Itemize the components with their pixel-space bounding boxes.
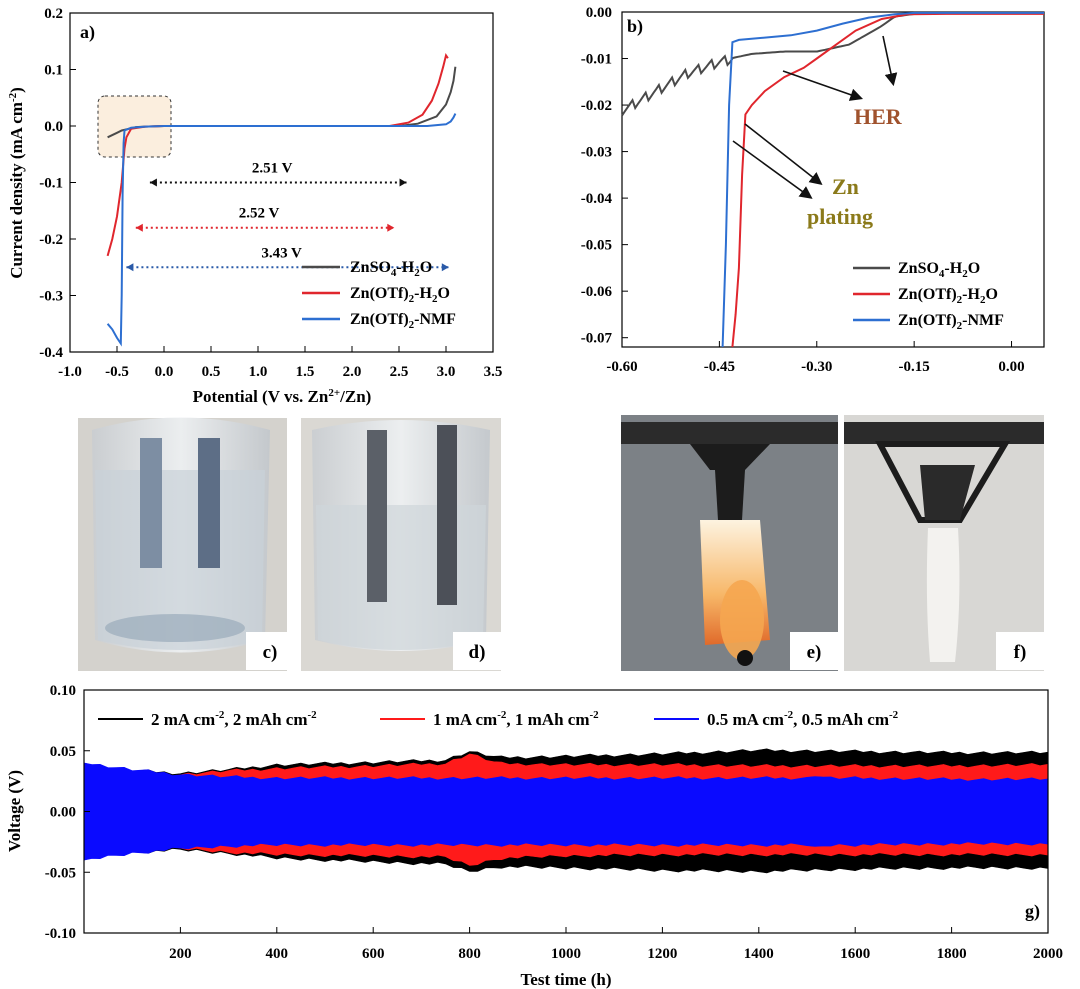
- photo-d-label: d): [469, 642, 486, 663]
- panel-b-ytick-label: -0.03: [581, 145, 612, 161]
- panel-a-xtick-label: 0.0: [155, 364, 174, 380]
- panel-b-xtick-label: -0.45: [704, 359, 735, 375]
- panel-b-xtick-label: -0.15: [899, 359, 930, 375]
- panel-a-label: a): [80, 22, 95, 43]
- panel-b-series-line: [721, 11, 1044, 348]
- panel-a-xtick-label: 1.0: [249, 364, 268, 380]
- panel-b-frame: [621, 11, 1045, 348]
- zn-annotation: Zn: [832, 174, 859, 199]
- panel-a-ytick-label: 0.0: [44, 119, 63, 135]
- panel-a-ytick-label: -0.2: [39, 232, 63, 248]
- panel-b-legend-entry: Zn(OTf)2-NMF: [898, 312, 1004, 332]
- photo-e-label: e): [807, 642, 822, 663]
- panel-a-xtick-label: 3.5: [484, 364, 503, 380]
- panel-g-legend-entry: 1 mA cm-2, 1 mAh cm-2: [433, 709, 599, 729]
- panel-a-xtick-label: 2.5: [390, 364, 409, 380]
- panel-g-ytick-label: -0.05: [45, 865, 76, 881]
- panel-b-ytick-label: -0.07: [581, 331, 613, 347]
- panel-a-window-label: 3.43 V: [261, 245, 302, 261]
- panel-g-ytick-label: 0.00: [50, 805, 76, 821]
- panel-b-arrows: [732, 35, 898, 199]
- photo-e: e): [621, 415, 838, 671]
- panel-a-window-arrow-right: [441, 263, 449, 272]
- her-arrow-1: [782, 70, 864, 101]
- panel-g-chart: 200 400 600 800 1000 1200 1400 1600 1800 2000 0.10…: [5, 683, 1063, 989]
- panel-a-series-line: [106, 113, 457, 347]
- panel-b-chart: -0.60 -0.45 -0.30 -0.15 0.00 0.00 -0.01 -0.02 -0…: [581, 5, 1045, 375]
- panel-a-xtick-label: 2.0: [343, 364, 362, 380]
- panel-g-xtick-label: 2000: [1033, 946, 1063, 962]
- panel-b-series-line: [731, 12, 1044, 348]
- her-annotation: HER: [854, 104, 903, 129]
- panel-g-xtick-label: 1400: [744, 946, 774, 962]
- panel-g-xlabel: Test time (h): [521, 970, 612, 989]
- panel-b-ytick-label: -0.02: [581, 98, 612, 114]
- photo-f: f): [844, 415, 1044, 671]
- panel-g-ytick-label: 0.05: [50, 744, 76, 760]
- panel-g-xtick-label: 800: [458, 946, 481, 962]
- photo-c-label: c): [263, 642, 278, 663]
- panel-b-legend-entry: ZnSO4-H2O: [898, 260, 980, 280]
- panel-b-ytick-label: -0.06: [581, 284, 613, 300]
- panel-a-window-arrow-left: [149, 178, 157, 187]
- her-arrow-2: [882, 35, 898, 87]
- plating-annotation: plating: [807, 204, 873, 229]
- panel-a-ytick-label: -0.4: [39, 345, 63, 361]
- panel-b-ytick-label: -0.05: [581, 238, 612, 254]
- panel-g-legend-entry: 0.5 mA cm-2, 0.5 mAh cm-2: [707, 709, 899, 729]
- panel-a-legend: ZnSO4-H2O Zn(OTf)2-H2O Zn(OTf)2-NMF: [302, 259, 456, 331]
- panel-a-window-label: 2.52 V: [239, 206, 280, 222]
- panel-b-legend-entry: Zn(OTf)2-H2O: [898, 286, 998, 306]
- panel-a-xtick-label: 1.5: [296, 364, 315, 380]
- panel-b-legend: ZnSO4-H2O Zn(OTf)2-H2O Zn(OTf)2-NMF: [853, 260, 1004, 332]
- panel-a-xtick-label: 0.5: [202, 364, 221, 380]
- panel-g-xtick-label: 1800: [937, 946, 967, 962]
- panel-a-ytick-label: -0.3: [39, 289, 63, 305]
- panel-g-xtick-label: 1000: [551, 946, 581, 962]
- panel-a-legend-entry: ZnSO4-H2O: [350, 259, 432, 279]
- panel-b-series-line: [621, 12, 1044, 117]
- panel-a-ytick-label: 0.2: [44, 6, 63, 22]
- panel-b-xtick-label: -0.60: [606, 359, 637, 375]
- panel-b-ytick-label: 0.00: [586, 5, 612, 21]
- panel-a-legend-entry: Zn(OTf)2-NMF: [350, 311, 456, 331]
- photo-d: d): [301, 418, 501, 671]
- panel-a-ytick-label: 0.1: [44, 63, 63, 79]
- panel-g-ytick-label: -0.10: [45, 926, 76, 942]
- panel-b-ytick-label: -0.04: [581, 191, 613, 207]
- panel-g-label: g): [1025, 901, 1040, 922]
- panel-g-xtick-label: 600: [362, 946, 385, 962]
- panel-a-ytick-label: -0.1: [39, 176, 63, 192]
- panel-b-xtick-label: -0.30: [801, 359, 832, 375]
- panel-a-xtick-label: -0.5: [105, 364, 129, 380]
- panel-a-window-arrow-right: [399, 178, 407, 187]
- panel-g-legend-entry: 2 mA cm-2, 2 mAh cm-2: [151, 709, 317, 729]
- panel-g-legend: 2 mA cm-2, 2 mAh cm-2 1 mA cm-2, 1 mAh cm…: [98, 709, 899, 729]
- panel-g-xtick-label: 400: [266, 946, 289, 962]
- panel-g-xtick-label: 1600: [840, 946, 870, 962]
- panel-b-label: b): [627, 16, 643, 37]
- panel-g-ytick-label: 0.10: [50, 683, 76, 699]
- panel-a-chart: 2.51 V 2.52 V 3.43 V -1.0 -0.5 0.0 0.5 1.0 1.5 2…: [7, 6, 502, 406]
- panel-b-xtick-label: 0.00: [998, 359, 1024, 375]
- panel-b-ytick-label: -0.01: [581, 52, 612, 68]
- panel-g-xtick-label: 200: [169, 946, 192, 962]
- zn-arrow-2: [732, 140, 813, 199]
- photo-f-label: f): [1014, 642, 1027, 663]
- panel-a-legend-entry: Zn(OTf)2-H2O: [350, 285, 450, 305]
- panel-a-window-arrow-right: [387, 223, 395, 232]
- panel-a-xtick-label: 3.0: [437, 364, 456, 380]
- panel-a-window-arrow-left: [126, 263, 134, 272]
- panel-a-xtick-label: -1.0: [58, 364, 82, 380]
- panel-a-window-label: 2.51 V: [252, 161, 293, 177]
- panel-a-ylabel: Current density (mA cm-2): [7, 87, 26, 279]
- panel-a-window-arrow-left: [135, 223, 143, 232]
- panel-a-xlabel: Potential (V vs. Zn2+/Zn): [193, 387, 372, 406]
- panel-g-xtick-label: 1200: [647, 946, 677, 962]
- zn-arrow-1: [744, 123, 823, 185]
- photo-c: c): [78, 417, 294, 671]
- panel-g-ylabel: Voltage (V): [5, 770, 24, 852]
